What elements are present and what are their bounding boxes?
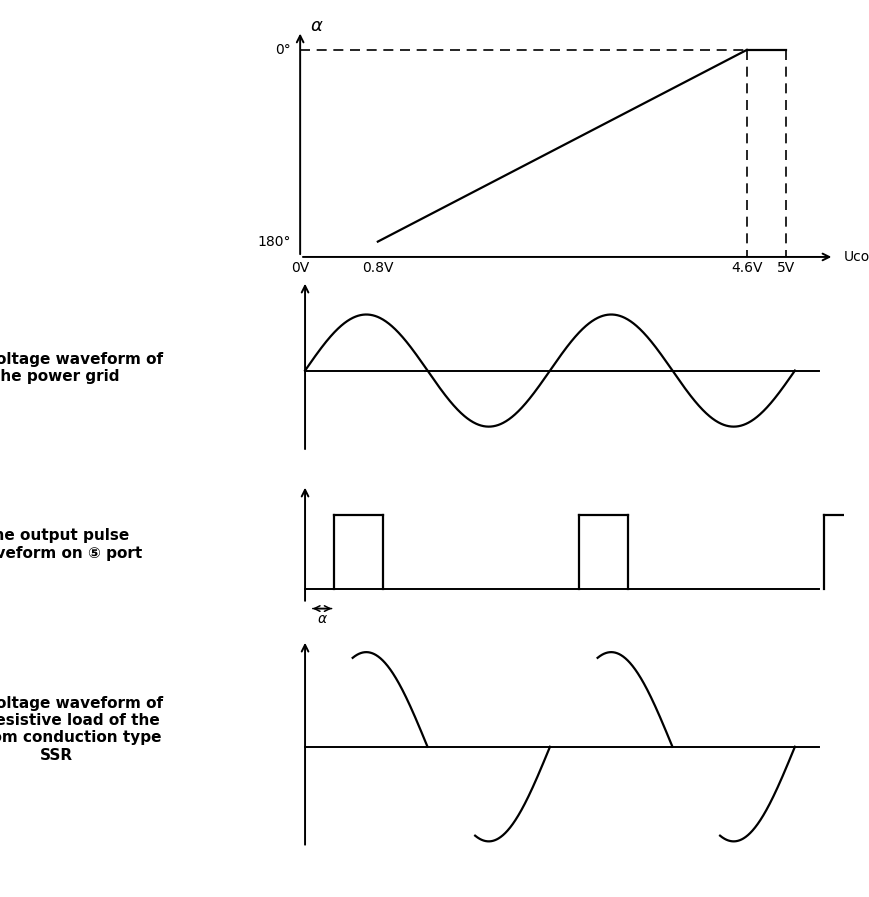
Text: $\alpha$: $\alpha$ <box>309 16 323 35</box>
Text: 0V: 0V <box>291 261 308 274</box>
Text: $\alpha$: $\alpha$ <box>316 612 328 625</box>
Text: Ucon: Ucon <box>843 250 869 264</box>
Text: The voltage waveform of
the resistive load of the
random conduction type
SSR: The voltage waveform of the resistive lo… <box>0 695 163 762</box>
Text: 0°: 0° <box>275 43 290 57</box>
Text: The output pulse
waveform on ⑤ port: The output pulse waveform on ⑤ port <box>0 528 142 561</box>
Text: 4.6V: 4.6V <box>730 261 761 274</box>
Text: The voltage waveform of
the power grid: The voltage waveform of the power grid <box>0 352 163 384</box>
Text: 5V: 5V <box>776 261 794 274</box>
Text: 180°: 180° <box>256 235 290 248</box>
Text: 0.8V: 0.8V <box>362 261 393 274</box>
